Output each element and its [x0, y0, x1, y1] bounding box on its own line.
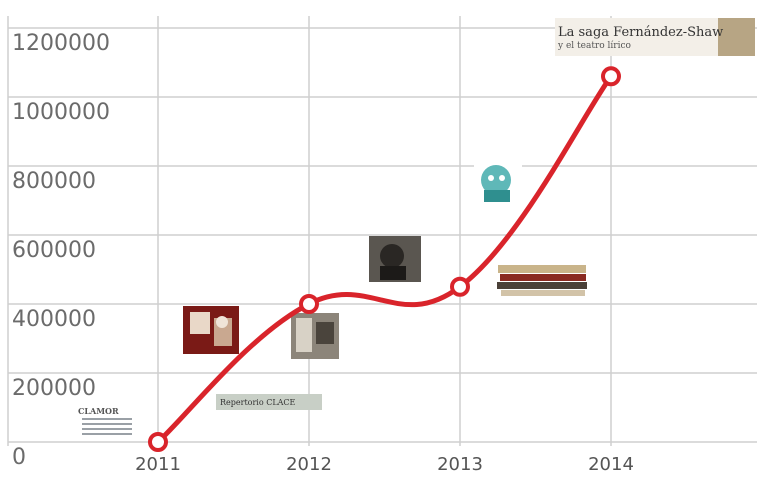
y-tick-label: 600000	[12, 238, 96, 263]
y-tick-label: 1200000	[12, 31, 110, 56]
thumbnail-portrait	[369, 236, 421, 282]
data-point	[601, 66, 621, 87]
x-tick-label: 2014	[588, 454, 634, 475]
thumbnail-book-cover: La saga Fernández-Shaw y el teatro líric…	[555, 18, 755, 56]
x-axis-ticks: 2011 2012 2013 2014	[135, 454, 634, 475]
thumbnail-photo-group	[291, 313, 339, 359]
chart-grid	[7, 16, 757, 446]
x-tick-label: 2012	[286, 454, 332, 475]
clamor-logo: CLAMOR	[78, 406, 132, 435]
data-point	[299, 294, 319, 314]
y-tick-label: 800000	[12, 169, 96, 194]
data-point	[148, 432, 168, 452]
y-tick-label: 400000	[12, 307, 96, 332]
y-tick-label: 0	[12, 445, 26, 470]
thumbnail-caricature	[474, 160, 522, 204]
series-line	[155, 73, 614, 445]
series-markers	[148, 66, 621, 452]
x-tick-label: 2013	[437, 454, 483, 475]
annotation-label-2011: Repertorio CLACE	[220, 398, 296, 407]
x-tick-label: 2011	[135, 454, 181, 475]
annotation-subtitle-2014: y el teatro lírico	[557, 40, 631, 51]
thumbnail-painting	[183, 306, 239, 354]
annotation-title-2014: La saga Fernández-Shaw	[558, 25, 723, 40]
annotation-label-box: Repertorio CLACE	[216, 394, 322, 410]
y-axis-ticks: 0 200000 400000 600000 800000 1000000 1200000	[12, 31, 110, 470]
logo-clamor-text: CLAMOR	[78, 406, 119, 416]
data-point	[450, 276, 470, 297]
thumbnail-books	[497, 265, 587, 296]
y-tick-label: 1000000	[12, 100, 110, 125]
y-tick-label: 200000	[12, 376, 96, 401]
